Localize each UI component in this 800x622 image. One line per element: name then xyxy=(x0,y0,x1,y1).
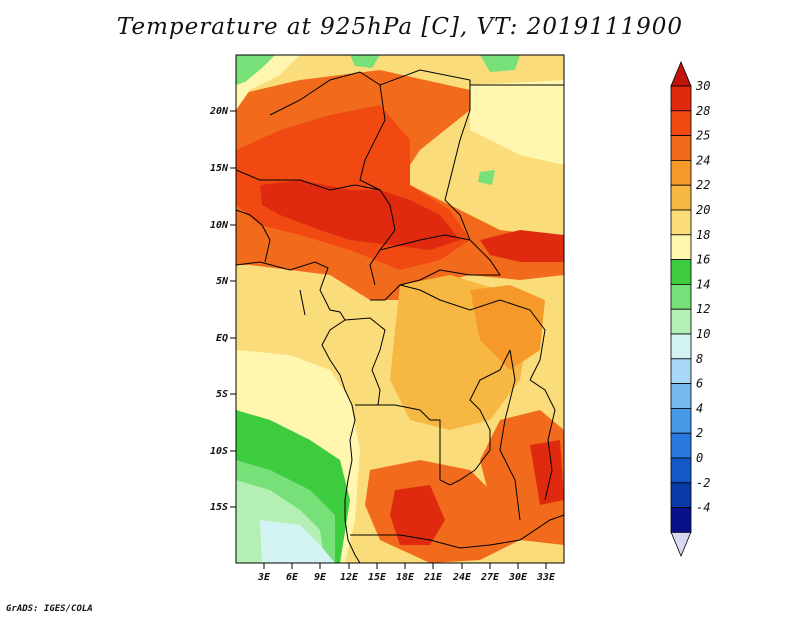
colorbar-swatch xyxy=(670,482,692,508)
colorbar-swatch xyxy=(670,85,692,112)
colorbar-label: 14 xyxy=(696,277,710,291)
longitude-axis: 3E 6E 9E 12E 15E 18E 21E 24E 27E 30E 33E xyxy=(257,563,556,583)
lon-label-9e: 9E xyxy=(314,572,327,583)
lon-label-24e: 24E xyxy=(452,572,472,583)
lon-label-6e: 6E xyxy=(286,572,299,583)
lat-label-5s: 5S xyxy=(216,389,228,400)
colorbar-swatch xyxy=(670,407,692,434)
colorbar-label: 16 xyxy=(696,253,710,267)
colorbar-swatch xyxy=(670,234,692,261)
colorbar-label: 0 xyxy=(696,451,703,465)
lat-label-eq: EQ xyxy=(216,333,228,344)
colorbar-swatch xyxy=(670,209,692,236)
colorbar-swatch xyxy=(670,457,692,484)
colorbar-swatch xyxy=(670,184,692,211)
map-title: Temperature at 925hPa [C], VT: 201911190… xyxy=(116,14,684,40)
lon-label-30e: 30E xyxy=(508,572,528,583)
lon-label-18e: 18E xyxy=(396,572,415,583)
lon-label-3e: 3E xyxy=(257,572,271,583)
colorbar-swatch xyxy=(670,333,692,360)
colorbar-swatch xyxy=(670,283,692,310)
colorbar-label: 2 xyxy=(696,426,703,440)
colorbar-label: 30 xyxy=(695,79,710,93)
lon-label-33e: 33E xyxy=(536,572,556,583)
colorbar-swatch xyxy=(670,432,692,459)
colorbar-label: -2 xyxy=(696,476,710,490)
lat-label-15s: 15S xyxy=(210,502,228,513)
colorbar-label: 28 xyxy=(696,104,710,118)
lat-label-5n: 5N xyxy=(216,276,229,287)
colorbar-swatch xyxy=(670,110,692,137)
colorbar-swatch xyxy=(670,383,692,409)
lon-label-12e: 12E xyxy=(340,572,359,583)
colorbar-label: -4 xyxy=(696,501,710,515)
colorbar-swatch xyxy=(670,308,692,335)
footer-credit: GrADS: IGES/COLA xyxy=(6,604,93,614)
map-frame xyxy=(235,54,565,564)
colorbar-swatch xyxy=(670,358,692,384)
colorbar-label: 22 xyxy=(696,178,710,192)
colorbar-bottom-arrow xyxy=(670,531,692,558)
colorbar-label: 8 xyxy=(696,352,703,366)
colorbar-top-arrow xyxy=(670,60,692,87)
colorbar-swatch xyxy=(670,159,692,186)
lat-label-10s: 10S xyxy=(210,446,228,457)
colorbar-label: 25 xyxy=(696,129,710,143)
lon-label-27e: 27E xyxy=(480,572,500,583)
lon-label-21e: 21E xyxy=(423,572,443,583)
lat-label-15n: 15N xyxy=(210,163,229,174)
colorbar-swatch xyxy=(670,135,692,161)
colorbar-label: 10 xyxy=(696,327,710,341)
colorbar-label: 20 xyxy=(696,203,710,217)
colorbar-label: 18 xyxy=(696,228,710,242)
colorbar-label: 24 xyxy=(696,153,710,167)
colorbar-swatch xyxy=(670,507,692,533)
country-borders xyxy=(236,69,564,563)
lat-label-10n: 10N xyxy=(210,220,229,231)
lon-label-15e: 15E xyxy=(368,572,387,583)
temperature-field xyxy=(236,55,564,563)
colorbar-label: 12 xyxy=(696,302,710,316)
colorbar-swatch xyxy=(670,259,692,285)
colorbar-label: 6 xyxy=(696,377,703,391)
latitude-axis: 20N 15N 10N 5N EQ 5S 10S 15S xyxy=(209,106,236,513)
lat-label-20n: 20N xyxy=(209,106,229,117)
colorbar-label: 4 xyxy=(696,401,703,415)
